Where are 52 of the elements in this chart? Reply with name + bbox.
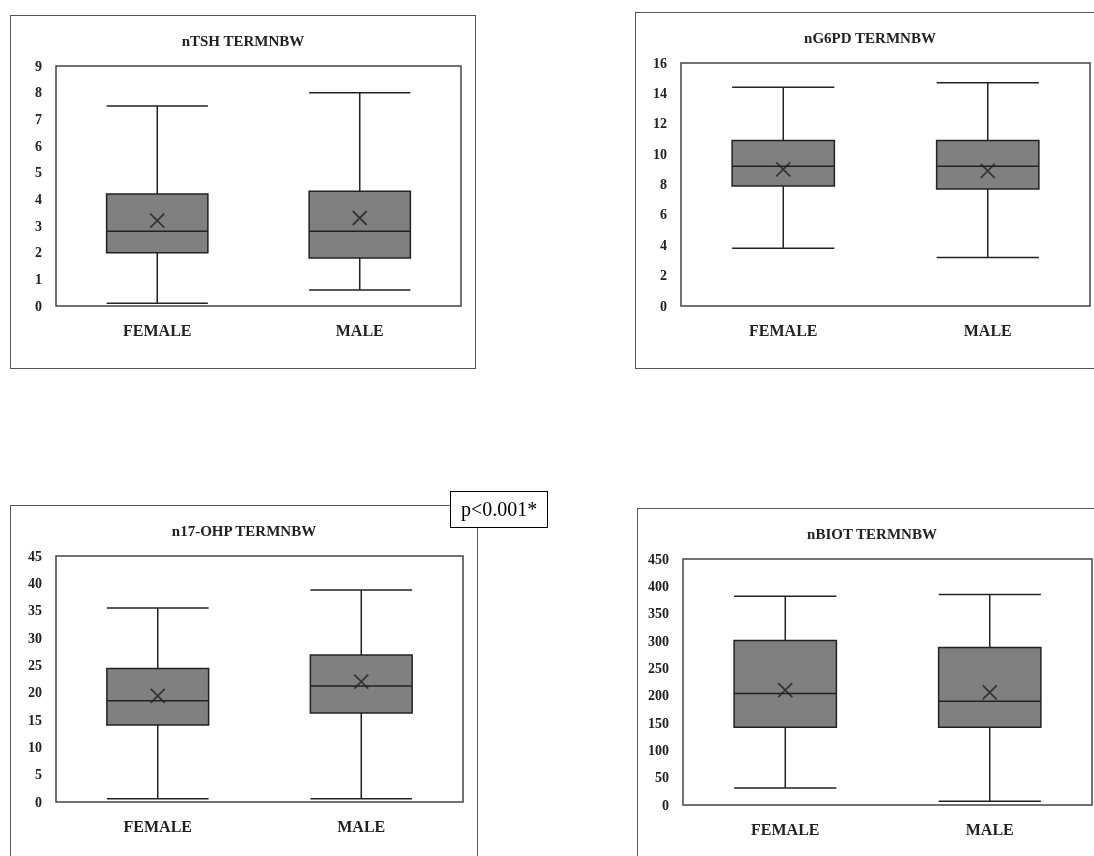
text: p<0.001* [450, 491, 549, 528]
y-tick-label: 2 [35, 245, 42, 261]
y-tick-label: 0 [660, 298, 667, 314]
y-tick-label: 7 [35, 111, 42, 127]
x-tick-label: FEMALE [749, 321, 818, 339]
y-tick-label: 3 [35, 218, 42, 234]
y-tick-label: 0 [35, 794, 42, 810]
x-tick-label: FEMALE [123, 817, 192, 835]
chart-title: nG6PD TERMNBW [804, 29, 936, 46]
x-tick-label: MALE [963, 321, 1012, 339]
y-tick-label: 150 [648, 715, 669, 731]
y-tick-label: 300 [648, 633, 669, 649]
y-tick-label: 9 [35, 58, 42, 74]
y-tick-label: 4 [660, 237, 667, 253]
chart-title: nBIOT TERMNBW [807, 525, 937, 542]
y-tick-label: 16 [653, 55, 667, 71]
x-tick-label: MALE [337, 817, 386, 835]
y-tick-label: 50 [655, 770, 669, 786]
y-tick-label: 0 [35, 298, 42, 314]
y-tick-label: 12 [653, 116, 667, 132]
y-tick-label: 0 [662, 797, 669, 813]
y-tick-label: 100 [648, 742, 669, 758]
y-tick-label: 15 [28, 712, 42, 728]
y-tick-label: 200 [648, 688, 669, 704]
y-tick-label: 45 [28, 548, 42, 564]
x-tick-label: FEMALE [123, 321, 192, 339]
y-tick-label: 10 [653, 146, 667, 162]
y-tick-label: 14 [653, 85, 667, 101]
y-tick-label: 30 [28, 630, 42, 646]
y-tick-label: 1 [35, 271, 42, 287]
x-tick-label: MALE [335, 321, 384, 339]
y-tick-label: 20 [28, 685, 42, 701]
y-tick-label: 25 [28, 657, 42, 673]
x-tick-label: FEMALE [751, 820, 820, 838]
chart-title: n17-OHP TERMNBW [171, 522, 317, 539]
y-tick-label: 250 [648, 660, 669, 676]
y-tick-label: 8 [35, 85, 42, 101]
y-tick-label: 35 [28, 603, 42, 619]
x-tick-label: MALE [965, 820, 1014, 838]
y-tick-label: 5 [35, 165, 42, 181]
y-tick-label: 10 [28, 739, 42, 755]
chart-title: nTSH TERMNBW [181, 32, 305, 49]
y-tick-label: 4 [35, 191, 42, 207]
y-tick-label: 2 [660, 268, 667, 284]
y-tick-label: 350 [648, 606, 669, 622]
y-tick-label: 40 [28, 575, 42, 591]
y-tick-label: 400 [648, 578, 669, 594]
y-tick-label: 6 [35, 138, 42, 154]
y-tick-label: 450 [648, 551, 669, 567]
y-tick-label: 5 [35, 767, 42, 783]
y-tick-label: 8 [660, 177, 667, 192]
y-tick-label: 6 [660, 207, 667, 223]
